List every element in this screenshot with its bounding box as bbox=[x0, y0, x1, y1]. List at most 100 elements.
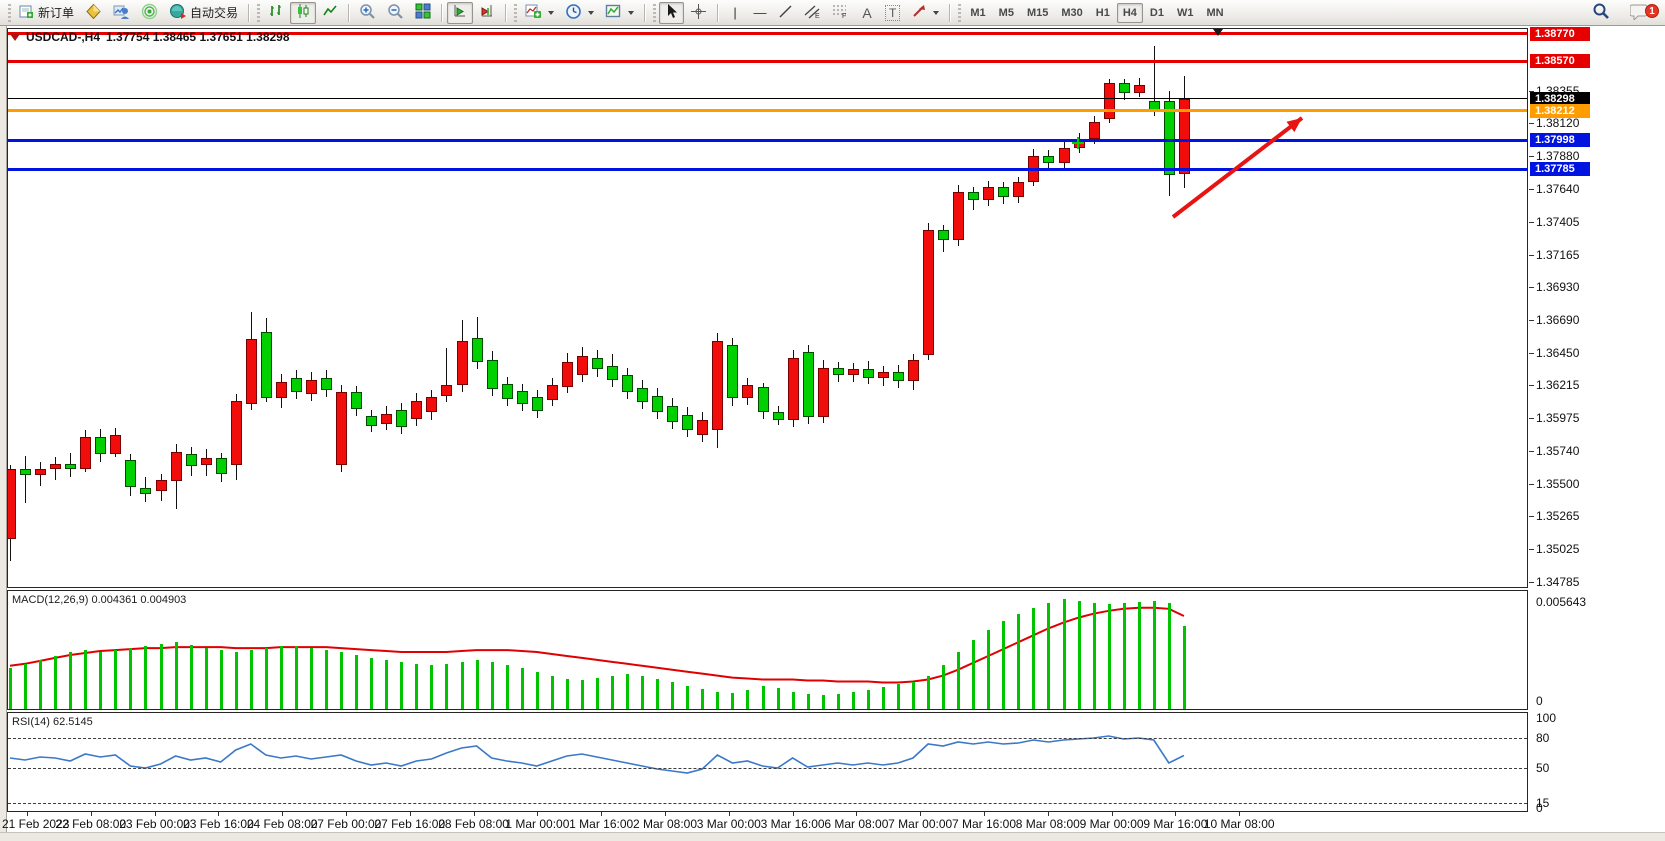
market-watch-button[interactable] bbox=[80, 2, 107, 24]
cursor-arrow-icon bbox=[664, 3, 679, 22]
symbol-dropdown-icon[interactable] bbox=[10, 33, 20, 41]
tile-windows-icon bbox=[415, 3, 431, 22]
candle-wick bbox=[446, 347, 448, 402]
timeframe-W1[interactable]: W1 bbox=[1176, 6, 1194, 19]
macd-histogram-bar bbox=[701, 689, 705, 709]
search-icon bbox=[1592, 2, 1610, 23]
fibonacci-button[interactable]: F bbox=[827, 2, 854, 24]
toolbar-drag-handle[interactable] bbox=[257, 3, 261, 22]
toolbar-separator bbox=[717, 3, 719, 22]
text-button[interactable]: A bbox=[855, 2, 879, 24]
macd-histogram-bar bbox=[972, 640, 976, 709]
macd-histogram-bar bbox=[580, 679, 584, 709]
vertical-line-button[interactable]: | bbox=[723, 2, 747, 24]
timeframe-M5[interactable]: M5 bbox=[998, 6, 1014, 19]
macd-histogram-bar bbox=[159, 644, 163, 709]
time-tick-mark bbox=[1111, 812, 1113, 816]
arrows-button[interactable] bbox=[906, 2, 944, 24]
timeframe-M1[interactable]: M1 bbox=[970, 6, 986, 19]
macd-histogram-bar bbox=[189, 645, 193, 709]
horizontal-line-button[interactable]: — bbox=[748, 2, 772, 24]
chart-shift-button[interactable] bbox=[474, 2, 500, 24]
candle bbox=[667, 405, 679, 422]
candle bbox=[576, 355, 588, 375]
macd-histogram-bar bbox=[400, 661, 404, 709]
macd-histogram-bar bbox=[1092, 602, 1096, 709]
macd-pane[interactable] bbox=[7, 590, 1528, 710]
periods-button[interactable] bbox=[560, 2, 599, 24]
candle bbox=[336, 391, 348, 465]
macd-histogram-bar bbox=[520, 667, 524, 709]
search-button[interactable] bbox=[1587, 2, 1615, 24]
candle bbox=[546, 384, 558, 400]
candlestick-chart-button[interactable] bbox=[290, 1, 317, 24]
indicator-tick-label: 100 bbox=[1536, 711, 1557, 725]
candle bbox=[396, 409, 408, 427]
candle bbox=[426, 396, 438, 412]
tile-windows-button[interactable] bbox=[410, 2, 436, 24]
macd-histogram-bar bbox=[595, 677, 599, 709]
candle bbox=[847, 368, 859, 375]
navigator-button[interactable] bbox=[136, 2, 163, 24]
time-tick-label: 9 Mar 16:00 bbox=[1143, 817, 1208, 831]
candlestick-chart-icon bbox=[295, 3, 311, 22]
macd-histogram-bar bbox=[987, 630, 991, 709]
macd-histogram-bar bbox=[927, 675, 931, 709]
indicators-button[interactable] bbox=[520, 2, 559, 24]
candle bbox=[877, 371, 889, 378]
toolbar-drag-handle[interactable] bbox=[653, 3, 657, 22]
time-tick-label: 22 Feb 08:00 bbox=[55, 817, 127, 831]
price-level-line[interactable] bbox=[8, 109, 1527, 113]
toolbar-drag-handle[interactable] bbox=[958, 3, 962, 22]
time-tick-label: 23 Feb 16:00 bbox=[183, 817, 254, 831]
templates-button[interactable] bbox=[600, 2, 639, 24]
price-level-line[interactable] bbox=[8, 59, 1527, 63]
macd-histogram-bar bbox=[776, 688, 780, 709]
trade-entry-marker bbox=[1072, 136, 1084, 149]
zoom-out-button[interactable] bbox=[382, 2, 409, 24]
auto-scroll-button[interactable] bbox=[447, 1, 474, 24]
candle bbox=[923, 230, 935, 355]
text-label-button[interactable]: T bbox=[880, 2, 905, 24]
chart-shift-marker[interactable] bbox=[1213, 29, 1223, 36]
auto-trading-button[interactable]: 自动交易 bbox=[164, 2, 243, 24]
timeframe-M30[interactable]: M30 bbox=[1061, 6, 1083, 19]
time-tick-label: 24 Feb 08:00 bbox=[246, 817, 318, 831]
candle bbox=[1118, 82, 1130, 93]
trendline-button[interactable] bbox=[773, 2, 798, 24]
candle-wick bbox=[25, 455, 27, 504]
macd-histogram-bar bbox=[1002, 620, 1006, 709]
toolbar-drag-handle[interactable] bbox=[514, 3, 518, 22]
timeframe-D1[interactable]: D1 bbox=[1149, 6, 1164, 19]
timeframe-H1[interactable]: H1 bbox=[1095, 6, 1110, 19]
clock-icon bbox=[565, 3, 582, 23]
macd-histogram-bar bbox=[234, 652, 238, 709]
timeframe-M15[interactable]: M15 bbox=[1026, 6, 1049, 19]
price-level-line[interactable] bbox=[8, 138, 1527, 142]
notifications-button[interactable]: 1 bbox=[1625, 2, 1659, 24]
arrow-shapes-icon bbox=[911, 4, 927, 22]
channel-button[interactable]: E bbox=[799, 2, 826, 24]
price-level-line[interactable] bbox=[8, 167, 1527, 171]
zoom-in-button[interactable] bbox=[354, 2, 381, 24]
toolbar-drag-handle[interactable] bbox=[8, 3, 11, 22]
new-order-button[interactable]: 新订单 bbox=[14, 2, 79, 24]
timeframe-MN[interactable]: MN bbox=[1206, 6, 1224, 19]
data-window-button[interactable] bbox=[108, 2, 135, 24]
rsi-pane[interactable] bbox=[7, 712, 1528, 812]
price-level-line[interactable] bbox=[8, 98, 1527, 100]
time-tick-label: 1 Mar 00:00 bbox=[505, 817, 570, 831]
cursor-button[interactable] bbox=[659, 1, 685, 24]
price-level-line[interactable] bbox=[8, 32, 1527, 36]
macd-histogram-bar bbox=[355, 654, 359, 709]
candlestick-pane[interactable] bbox=[7, 28, 1528, 588]
macd-histogram-bar bbox=[791, 692, 795, 709]
crosshair-button[interactable] bbox=[685, 2, 712, 24]
macd-histogram-bar bbox=[1047, 602, 1051, 709]
trend-arrow[interactable] bbox=[8, 29, 1527, 587]
line-chart-button[interactable] bbox=[317, 2, 343, 24]
time-tick-mark bbox=[856, 812, 858, 816]
bar-chart-button[interactable] bbox=[263, 2, 289, 24]
timeframe-H4[interactable]: H4 bbox=[1116, 2, 1143, 23]
time-tick-label: 27 Feb 00:00 bbox=[310, 817, 382, 831]
